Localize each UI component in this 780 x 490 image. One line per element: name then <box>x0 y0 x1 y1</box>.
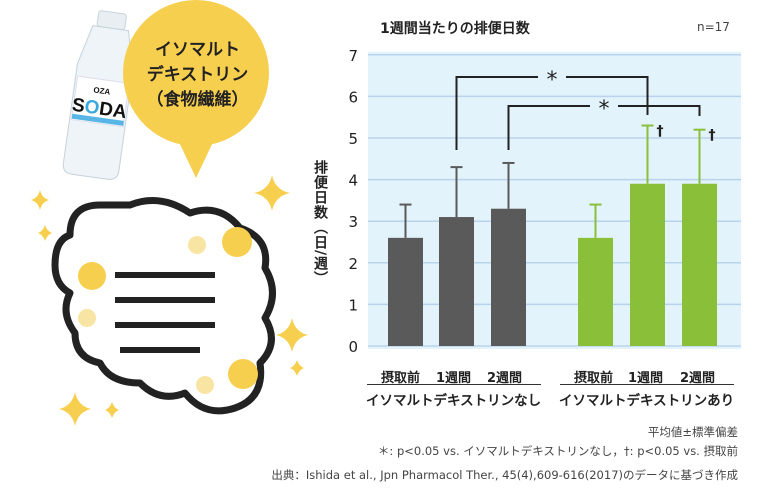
smile-face-icons <box>78 227 258 394</box>
group-label: イソマルトデキストリンなし <box>366 393 542 409</box>
svg-text:OZA: OZA <box>93 85 111 96</box>
plot-background <box>368 51 741 350</box>
y-tick-label: 3 <box>348 213 358 231</box>
bubble-line: イソマルト <box>155 40 240 60</box>
y-tick-label: 7 <box>348 47 358 65</box>
x-tick-label: 摂取前 <box>381 371 421 386</box>
intestine-folds <box>115 272 215 353</box>
sparkle-icons <box>31 175 308 426</box>
dagger-mark: † <box>657 124 664 140</box>
bubble-line: デキストリン <box>146 65 249 85</box>
bubble-text: イソマルト デキストリン （食物繊維） <box>135 38 260 113</box>
y-tick-label: 5 <box>348 130 358 148</box>
bracket-gap <box>538 69 566 85</box>
intestine-illustration: OZA SODA <box>31 0 308 426</box>
x-tick-label: 1週間 <box>436 371 472 386</box>
x-tick-label: 摂取前 <box>574 371 614 386</box>
bar <box>439 217 474 346</box>
dagger-mark: † <box>709 128 716 144</box>
group-label: イソマルトデキストリンあり <box>559 393 735 409</box>
y-tick-label: 2 <box>348 255 358 273</box>
y-tick-label: 6 <box>348 88 358 106</box>
sample-size: n=17 <box>697 20 730 34</box>
source-note: 出典：Ishida et al., Jpn Pharmacol Ther., 4… <box>271 468 738 482</box>
y-tick-label: 0 <box>348 338 358 356</box>
bubble-line: （食物繊維） <box>146 90 249 110</box>
speech-bubble <box>123 0 269 178</box>
group-divider <box>367 384 541 385</box>
bar <box>630 183 665 346</box>
x-tick-label: 2週間 <box>487 371 523 386</box>
y-tick-label: 1 <box>348 296 358 314</box>
group-divider <box>560 384 734 385</box>
bracket-gap <box>590 98 618 114</box>
y-tick-label: 4 <box>348 172 358 190</box>
bar <box>682 183 717 346</box>
bar-chart: 0 1 2 3 4 5 6 7 † † * * <box>348 47 741 356</box>
chart-title: 1週間当たりの排便日数 <box>380 21 530 37</box>
x-tick-label: 2週間 <box>680 371 716 386</box>
bar <box>578 237 613 346</box>
significance-note: ＊: p<0.05 vs. イソマルトデキストリンなし，†: p<0.05 vs… <box>377 444 738 458</box>
significance-star: * <box>547 68 558 93</box>
bar <box>388 237 423 346</box>
y-axis-label: 排便日数（日/週） <box>312 160 328 287</box>
soda-bottle-image: OZA SODA <box>62 10 134 180</box>
x-tick-label: 1週間 <box>628 371 664 386</box>
stats-note: 平均値±標準偏差 <box>647 425 738 439</box>
significance-star: * <box>599 97 610 122</box>
bar <box>491 208 526 346</box>
